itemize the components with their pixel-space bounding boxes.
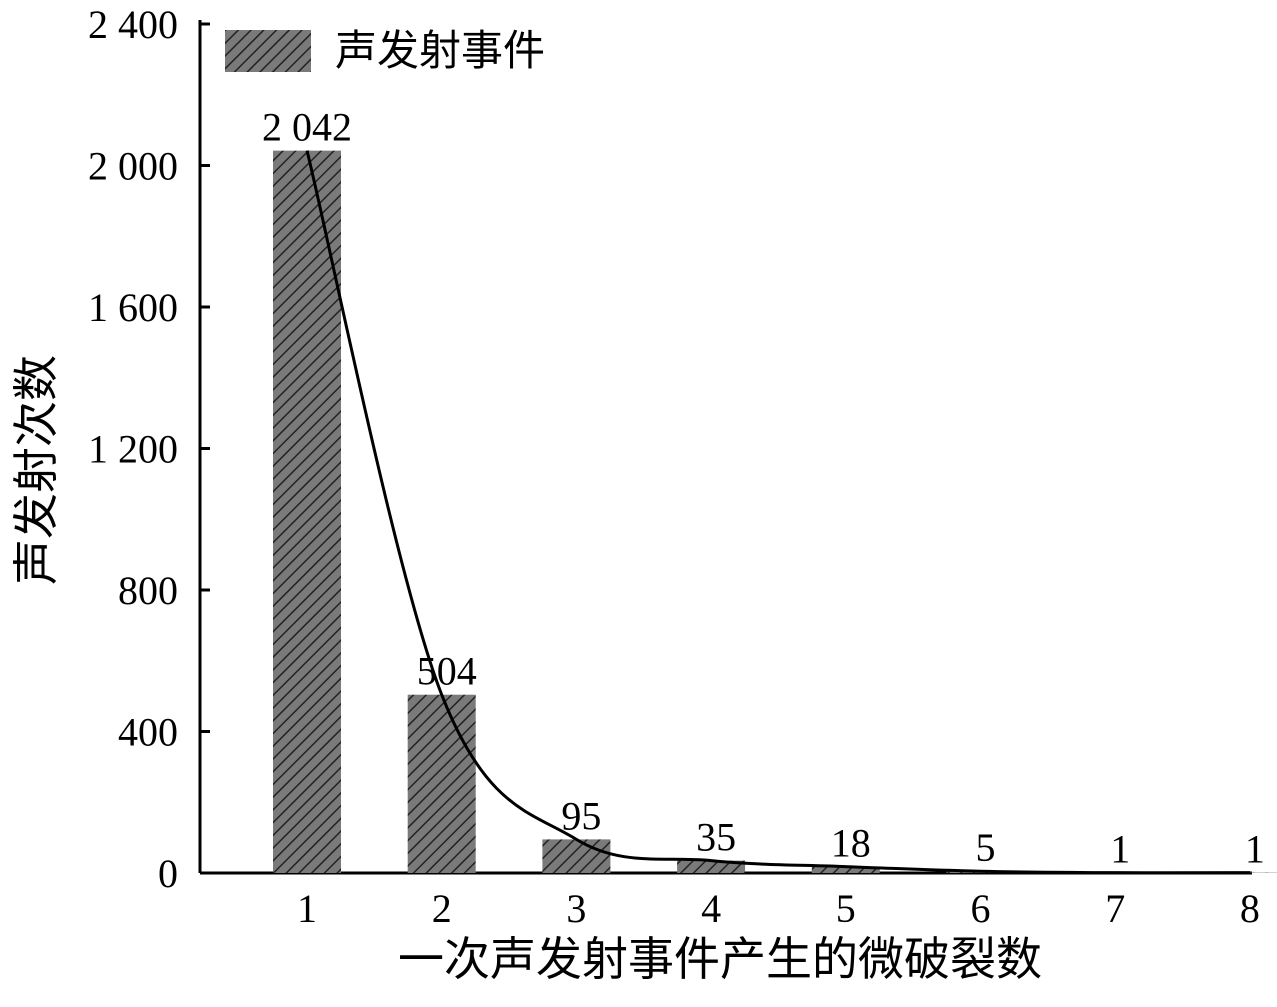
y-tick-label: 800 — [118, 568, 178, 613]
x-tick-label: 2 — [432, 886, 452, 931]
bar — [273, 150, 341, 873]
y-tick-label: 1 600 — [88, 285, 178, 330]
x-tick-label: 6 — [971, 886, 991, 931]
trend-curve — [305, 150, 1250, 875]
bar — [811, 866, 880, 873]
x-axis-title: 一次声发射事件产生的微破裂数 — [398, 934, 1042, 985]
y-tick-label: 2 000 — [88, 144, 178, 189]
data-label: 1 — [1245, 827, 1265, 872]
y-tick-label: 400 — [118, 710, 178, 755]
x-tick-label: 5 — [836, 886, 856, 931]
data-label: 2 042 — [262, 105, 352, 150]
bar — [407, 694, 476, 873]
bar — [542, 839, 611, 873]
legend-label: 声发射事件 — [335, 29, 545, 75]
y-tick-label: 2 400 — [88, 2, 178, 47]
data-label: 504 — [417, 649, 477, 694]
x-tick-label: 3 — [566, 886, 586, 931]
bar — [677, 860, 746, 873]
data-label: 18 — [831, 821, 871, 866]
data-label: 1 — [1110, 827, 1130, 872]
y-tick-label: 0 — [158, 851, 178, 896]
x-tick-label: 8 — [1240, 886, 1260, 931]
x-tick-label: 4 — [701, 886, 721, 931]
data-label: 35 — [696, 815, 736, 860]
y-tick-label: 1 200 — [88, 427, 178, 472]
y-axis-title: 声发射次数 — [11, 355, 62, 585]
x-tick-label: 1 — [297, 886, 317, 931]
x-tick-label: 7 — [1105, 886, 1125, 931]
legend-swatch — [225, 30, 311, 72]
data-label: 5 — [976, 825, 996, 870]
data-label: 95 — [561, 793, 601, 838]
